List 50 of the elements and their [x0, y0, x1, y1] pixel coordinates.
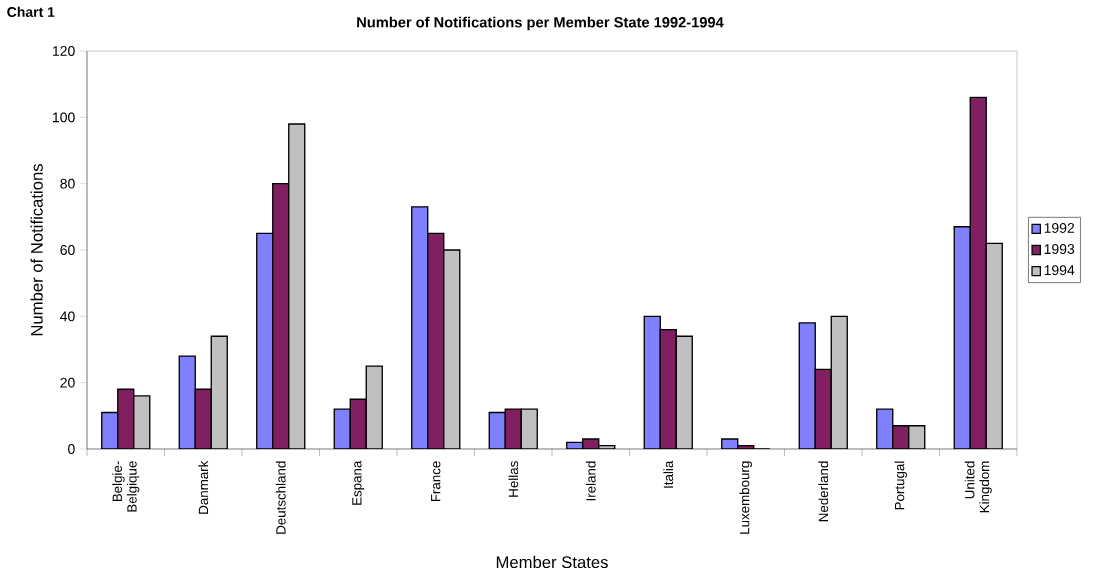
bar: [178, 355, 196, 449]
bar: [675, 335, 693, 449]
x-tick-label: Italia: [663, 460, 674, 488]
y-tick-label: 100: [53, 112, 75, 123]
x-tick-label: Belgie-Belgique: [112, 461, 140, 512]
chart-title: Number of Notifications per Member State 1992-1994: [357, 16, 724, 31]
y-tick-label: 40: [60, 311, 75, 322]
bar: [427, 232, 445, 449]
y-tick-label: 0: [68, 444, 75, 454]
x-tick-label: Hellas: [508, 461, 519, 497]
bar: [798, 322, 816, 449]
bar: [488, 411, 506, 449]
bar: [117, 388, 135, 449]
x-axis-title: Member States: [496, 555, 608, 569]
bar: [365, 365, 383, 449]
bar: [349, 398, 367, 449]
bar: [443, 249, 461, 449]
x-tick-label: Espana: [352, 460, 365, 505]
bar: [194, 388, 212, 449]
bar: [985, 242, 1003, 449]
bar: [288, 123, 306, 449]
y-tick-label: 80: [60, 178, 75, 189]
bar: [953, 226, 971, 449]
x-tick-label: Luxembourg: [739, 461, 752, 534]
x-tick-label: Danmark: [198, 460, 209, 514]
legend-label: 1994: [1044, 265, 1075, 276]
x-tick-label: Deutschland: [275, 461, 286, 534]
y-tick-label: 20: [60, 377, 75, 388]
bar: [830, 315, 848, 449]
x-tick-label: Ireland: [585, 461, 596, 501]
bar: [814, 368, 832, 449]
y-tick-label: 60: [60, 245, 75, 255]
bar: [210, 335, 228, 449]
x-tick-label: France: [431, 461, 441, 502]
bar: [659, 328, 677, 449]
caption: Chart 1: [7, 6, 55, 17]
y-axis-title: Number of Notifications: [30, 164, 43, 336]
x-tick-label: Portugal: [894, 461, 907, 510]
x-tick-label: United Kingdom: [964, 461, 992, 513]
x-tick-label: Nederland: [818, 461, 829, 522]
bar: [256, 232, 274, 449]
y-tick-label: 120: [53, 46, 75, 56]
bar: [272, 182, 290, 449]
legend-label: 1992: [1044, 223, 1075, 233]
bar: [133, 395, 151, 449]
bar: [101, 411, 119, 449]
bar: [643, 315, 661, 449]
legend-label: 1993: [1044, 244, 1075, 255]
bar: [411, 206, 429, 449]
bar: [969, 96, 987, 449]
